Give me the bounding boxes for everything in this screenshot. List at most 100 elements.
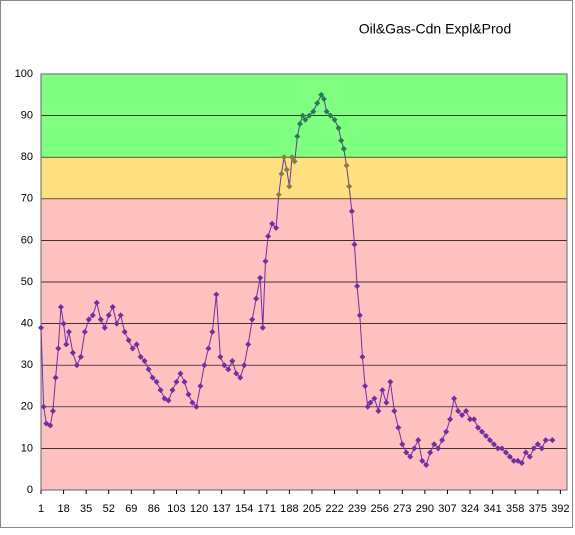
data-point [310, 108, 317, 115]
x-tick-label: 307 [438, 503, 456, 515]
x-tick-label: 52 [103, 503, 115, 515]
data-point [549, 437, 556, 444]
data-point [318, 91, 325, 98]
data-point [471, 416, 478, 423]
data-point [257, 274, 264, 281]
data-point [209, 328, 216, 335]
data-point [364, 403, 371, 410]
data-point [205, 345, 212, 352]
data-point [362, 383, 369, 389]
data-point [189, 399, 196, 406]
data-point [383, 399, 390, 406]
data-point [506, 453, 513, 460]
data-point [415, 437, 422, 444]
data-point [97, 316, 104, 323]
data-point [399, 441, 406, 448]
data-point [245, 341, 252, 348]
data-point [43, 420, 50, 427]
data-point [371, 395, 378, 402]
data-point [299, 112, 306, 119]
band [41, 157, 567, 199]
data-point [351, 241, 358, 248]
data-point [213, 291, 220, 298]
x-tick-label: 256 [371, 503, 389, 515]
data-point [320, 95, 327, 102]
data-point [459, 412, 466, 419]
data-point [57, 303, 64, 310]
x-tick-label: 18 [57, 503, 69, 515]
data-point [423, 462, 430, 469]
x-tick-label: 290 [416, 503, 434, 515]
y-tick-label: 60 [21, 234, 33, 246]
data-point [514, 457, 521, 464]
x-tick-label: 120 [190, 503, 208, 515]
data-point [494, 445, 501, 452]
data-point [439, 437, 446, 444]
data-point [141, 358, 148, 365]
data-point [89, 312, 96, 319]
x-tick-label: 375 [529, 503, 547, 515]
y-tick-label: 50 [21, 276, 33, 288]
data-point [69, 349, 76, 356]
data-point [169, 387, 176, 394]
data-point [63, 341, 70, 348]
data-point [286, 183, 293, 190]
band [41, 198, 567, 491]
data-point [173, 378, 180, 385]
data-point [105, 312, 112, 319]
data-point [241, 362, 248, 369]
data-point [153, 378, 160, 385]
data-point [498, 445, 505, 452]
data-point [249, 316, 256, 323]
data-point [197, 383, 204, 389]
x-tick-label: 324 [461, 503, 479, 515]
data-point [534, 441, 541, 448]
y-tick-label: 70 [21, 193, 33, 205]
y-tick-label: 10 [21, 442, 33, 454]
data-point [297, 120, 304, 127]
data-point [447, 416, 454, 423]
data-point [253, 295, 260, 302]
x-tick-label: 69 [125, 503, 137, 515]
data-point [327, 112, 334, 119]
data-point [455, 407, 462, 414]
data-point [193, 403, 200, 410]
data-point [367, 399, 374, 406]
data-point [129, 345, 136, 352]
data-point [443, 428, 450, 435]
data-point [356, 312, 363, 319]
data-point [490, 441, 497, 448]
y-tick-label: 0 [27, 484, 33, 496]
data-point [302, 116, 309, 123]
data-point [542, 437, 549, 444]
data-point [281, 154, 288, 161]
data-point [113, 320, 120, 327]
data-point [101, 324, 108, 331]
data-point [201, 362, 208, 369]
data-point [435, 445, 442, 452]
data-point [478, 428, 485, 435]
data-point [273, 224, 280, 231]
data-point [269, 220, 276, 227]
data-point [165, 397, 172, 404]
data-point [502, 449, 509, 456]
data-point [117, 312, 124, 319]
data-point [526, 453, 533, 460]
y-tick-label: 30 [21, 359, 33, 371]
y-tick-label: 100 [15, 68, 33, 80]
data-point [38, 324, 44, 331]
data-point [275, 191, 282, 198]
data-point [359, 353, 366, 360]
data-point [391, 407, 398, 414]
data-point [259, 324, 266, 331]
data-point [379, 387, 386, 394]
data-point [283, 166, 290, 173]
data-point [348, 208, 355, 215]
data-point [335, 125, 342, 132]
data-point [221, 362, 228, 369]
data-point [486, 437, 493, 444]
x-tick-label: 1 [38, 503, 44, 515]
chart-title: Oil&Gas-Cdn Expl&Prod [359, 21, 512, 37]
x-tick-label: 273 [393, 503, 411, 515]
